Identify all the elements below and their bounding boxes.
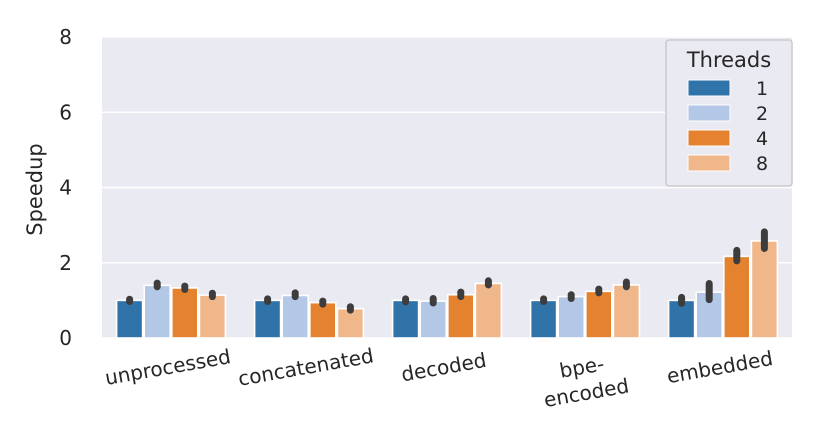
bar-4-0 (171, 287, 199, 339)
x-tick-label: unprocessed (103, 344, 232, 390)
bar-8-0 (198, 294, 227, 339)
bar-4-2 (446, 293, 475, 339)
bar-4-4 (722, 255, 751, 339)
legend-label-2: 2 (756, 103, 768, 125)
bar-1-1 (253, 299, 282, 339)
y-tick-label: 8 (59, 25, 72, 49)
bar-1-2 (391, 299, 420, 339)
x-tick-label: bpe-encoded (537, 348, 631, 412)
legend-swatch-2 (687, 104, 731, 122)
y-axis-label: Speedup (23, 143, 47, 235)
bar-2-0 (143, 284, 171, 339)
svg-text:bpe-encoded: bpe-encoded (537, 348, 630, 412)
legend-swatch-1 (687, 79, 731, 97)
bar-2-1 (281, 294, 310, 339)
bar-2-3 (557, 295, 586, 339)
bar-4-1 (308, 301, 337, 339)
legend-label-8: 8 (756, 153, 768, 175)
svg-text:concatenated: concatenated (236, 343, 375, 390)
bar-1-0 (115, 299, 144, 339)
y-tick-label: 6 (59, 100, 72, 124)
y-tick-label: 0 (59, 326, 72, 350)
y-tick-label: 2 (59, 251, 72, 275)
bar-8-3 (612, 284, 641, 339)
bar-1-3 (529, 299, 558, 339)
legend-label-1: 1 (756, 78, 768, 100)
legend-title: Threads (686, 48, 771, 72)
bar-8-2 (474, 282, 503, 339)
svg-text:embedded: embedded (665, 346, 775, 388)
bar-4-3 (584, 290, 613, 339)
x-tick-label: decoded (399, 348, 488, 387)
x-tick-label: embedded (665, 346, 775, 388)
bar-8-4 (750, 240, 779, 339)
bar-2-4 (695, 291, 724, 339)
svg-text:decoded: decoded (399, 348, 488, 387)
x-tick-label: concatenated (236, 343, 375, 390)
legend-swatch-8 (687, 154, 731, 172)
bar-2-2 (419, 300, 448, 339)
y-tick-label: 4 (59, 176, 72, 200)
legend-swatch-4 (687, 129, 731, 147)
legend-label-4: 4 (756, 128, 768, 150)
svg-text:unprocessed: unprocessed (103, 344, 232, 390)
